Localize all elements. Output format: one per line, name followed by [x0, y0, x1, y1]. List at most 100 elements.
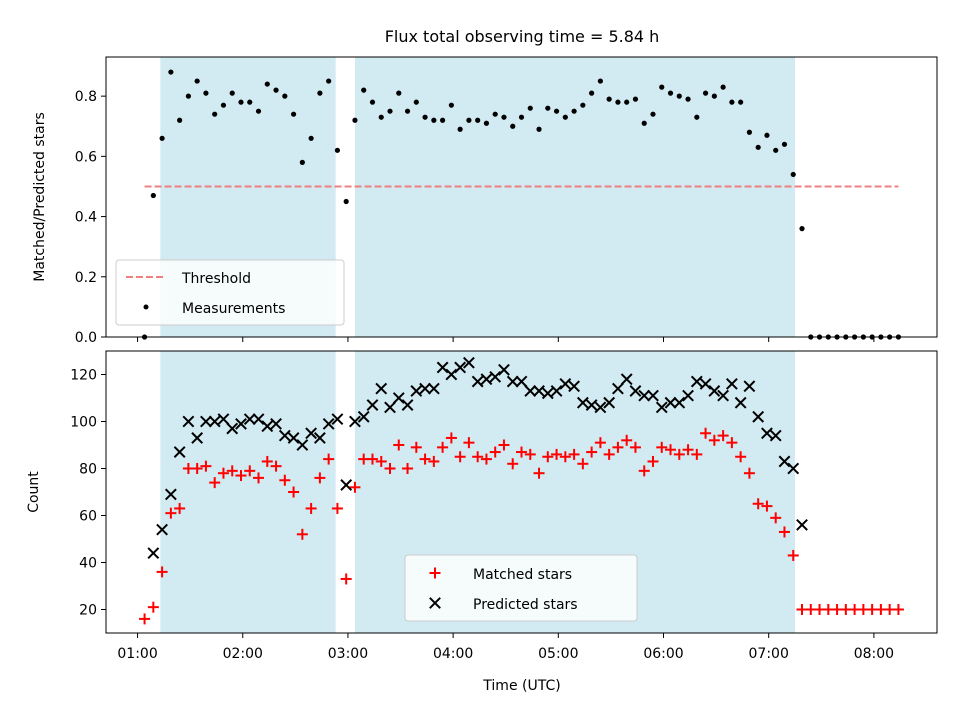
x-tick-label: 05:00 — [538, 646, 578, 662]
matched-star-point — [594, 437, 606, 449]
cross-stroke-b — [287, 432, 300, 444]
x-tick-label: 07:00 — [749, 646, 789, 662]
predicted-star-point — [384, 401, 396, 414]
matched-star-point — [507, 458, 519, 470]
measurement-point — [308, 135, 314, 141]
measurement-point — [615, 99, 621, 105]
cross-stroke-b — [305, 427, 318, 440]
predicted-star-point — [489, 370, 502, 383]
x-tick-label: 02:00 — [223, 646, 263, 662]
measurement-point — [527, 105, 533, 111]
cross-stroke-b — [243, 413, 256, 426]
cross-stroke-b — [480, 373, 493, 386]
cross-stroke-b — [445, 368, 458, 381]
predicted-star-point — [515, 375, 528, 388]
predicted-star-point — [287, 432, 300, 444]
matched-star-point — [349, 481, 361, 493]
cross-stroke-b — [313, 432, 326, 444]
y-tick-label: 0.6 — [75, 149, 97, 165]
predicted-star-point — [208, 415, 221, 428]
matched-star-point — [638, 465, 650, 477]
measurement-point — [264, 81, 270, 87]
predicted-star-point — [541, 387, 554, 400]
matched-star-point — [577, 458, 589, 470]
predicted-star-point — [743, 380, 756, 393]
predicted-star-point — [243, 413, 256, 426]
predicted-star-point — [725, 377, 738, 390]
predicted-star-point — [296, 439, 309, 451]
matched-star-point — [498, 439, 510, 451]
y-tick-label: 0.2 — [75, 270, 97, 286]
x-tick-label: 08:00 — [854, 646, 894, 662]
measurement-point — [352, 117, 358, 123]
measurement-point — [518, 114, 525, 120]
cross-stroke-b — [401, 399, 414, 411]
matched-star-point — [156, 566, 168, 578]
measurement-point — [536, 126, 542, 132]
cross-stroke-b — [769, 429, 782, 442]
cross-stroke-b — [603, 396, 616, 409]
matched-star-point — [200, 460, 212, 472]
matched-star-point — [428, 455, 440, 467]
y-tick-label: 0.8 — [75, 89, 97, 105]
measurement-point — [282, 93, 288, 99]
cross-stroke-b — [217, 413, 230, 426]
predicted-star-point — [559, 377, 572, 390]
predicted-star-point — [427, 382, 440, 395]
x-axis-ticks: 01:00 02:00 03:00 04:00 05:00 06:00 07:00 08:00 — [117, 633, 894, 662]
predicted-star-point — [200, 415, 212, 428]
cross-stroke-b — [682, 389, 694, 402]
legend-box — [115, 259, 345, 326]
measurement-point — [369, 99, 376, 105]
matched-star-point — [314, 472, 326, 484]
measurement-point — [387, 108, 393, 114]
matched-star-point — [463, 437, 475, 449]
cross-stroke-b — [261, 420, 274, 433]
cross-stroke-b — [787, 462, 800, 475]
matched-star-point — [612, 441, 624, 453]
measurement-point — [702, 90, 709, 96]
matched-star-point — [489, 446, 501, 458]
cross-stroke-b — [725, 377, 738, 390]
matched-star-point — [402, 463, 414, 474]
measurement-point — [422, 114, 428, 120]
cross-stroke-b — [717, 389, 730, 402]
predicted-star-point — [261, 420, 274, 433]
cross-stroke-b — [796, 518, 808, 531]
matched-star-point — [708, 434, 720, 446]
matched-star-point — [480, 453, 492, 465]
matched-star-point — [366, 453, 378, 465]
measurement-point — [317, 90, 323, 96]
measurement-point — [510, 123, 516, 129]
predicted-star-point — [313, 432, 326, 444]
cross-stroke-b — [164, 488, 177, 501]
matched-star-point — [743, 467, 755, 479]
matched-star-point — [305, 502, 317, 514]
predicted-star-point — [357, 410, 370, 423]
measurement-point — [440, 117, 446, 123]
cross-stroke-b — [357, 410, 370, 423]
measurement-point — [580, 102, 586, 108]
legend-measurements-label: Measurements — [182, 301, 285, 317]
cross-stroke-b — [392, 392, 405, 404]
predicted-star-point — [191, 432, 204, 444]
matched-star-point — [147, 601, 159, 613]
y-axis-ticks: 0.0 0.2 0.4 0.6 0.8 — [75, 89, 106, 346]
matched-star-point — [524, 448, 536, 460]
cross-stroke-b — [647, 389, 659, 402]
predicted-star-point — [638, 389, 651, 402]
cross-stroke-b — [761, 427, 773, 440]
y-tick-label: 0.4 — [75, 210, 97, 226]
predicted-star-point — [349, 415, 361, 428]
cross-stroke-b — [436, 361, 449, 374]
predicted-star-point — [340, 479, 353, 491]
measurement-point — [799, 226, 805, 232]
cross-stroke-b — [612, 382, 624, 395]
predicted-star-point — [699, 377, 712, 390]
cross-stroke-b — [270, 417, 282, 430]
cross-stroke-b — [576, 396, 589, 409]
legend-threshold-label: Threshold — [181, 271, 251, 287]
y-tick-label: 0.0 — [75, 330, 97, 346]
predicted-star-point — [717, 389, 730, 402]
